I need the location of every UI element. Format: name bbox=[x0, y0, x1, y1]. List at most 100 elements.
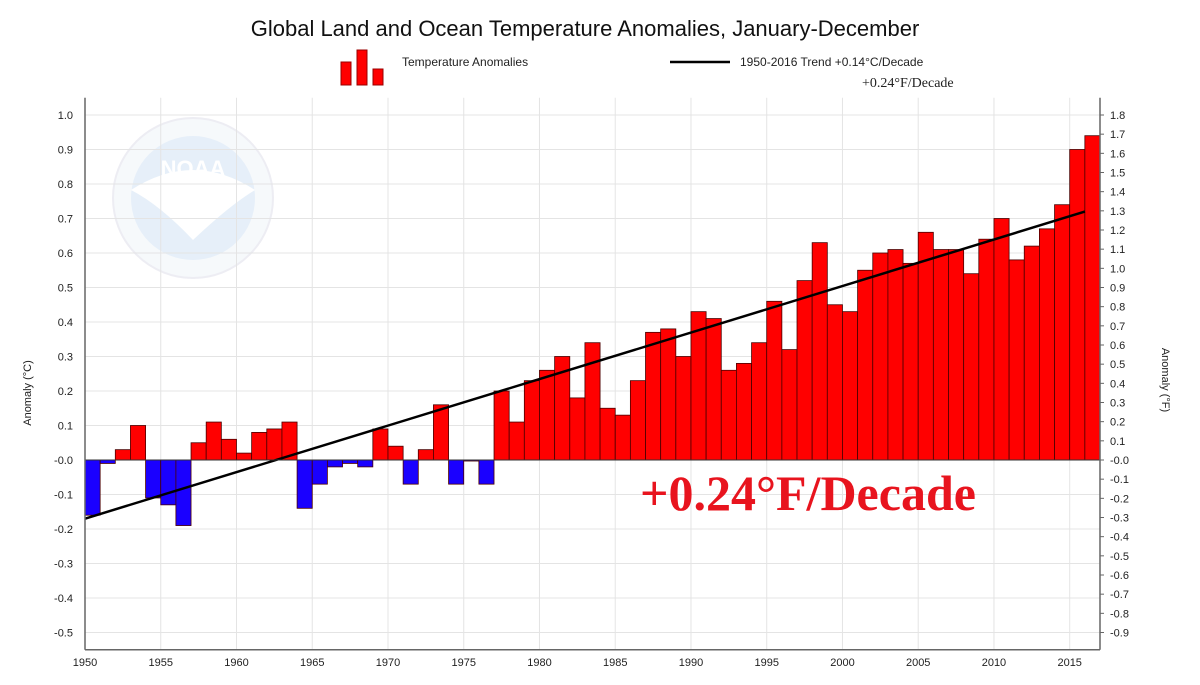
y-tick-label-right: -0.4 bbox=[1110, 532, 1129, 544]
y-tick-label-left: 0.6 bbox=[58, 248, 73, 260]
x-tick-label: 1950 bbox=[73, 657, 97, 669]
bar-1989 bbox=[675, 356, 692, 461]
bar-1999 bbox=[826, 304, 843, 461]
y-tick-label-right: -0.1 bbox=[1110, 474, 1129, 486]
bar-1969 bbox=[372, 428, 389, 461]
bar-1985 bbox=[614, 414, 631, 461]
bar-1973 bbox=[433, 404, 449, 461]
y-tick-label-right: 0.3 bbox=[1110, 398, 1125, 410]
y-tick-label-left: 0.2 bbox=[58, 386, 73, 398]
y-tick-label-left: 0.1 bbox=[58, 421, 73, 433]
legend-trend-f-label: +0.24°F/Decade bbox=[862, 76, 954, 91]
y-tick-label-right: -0.2 bbox=[1110, 493, 1129, 505]
bar-1954 bbox=[145, 459, 162, 499]
y-tick-label-left: 0.9 bbox=[58, 145, 73, 157]
bar-2003 bbox=[887, 249, 904, 461]
y-tick-label-left: -0.4 bbox=[54, 593, 73, 605]
bar-1966 bbox=[326, 459, 343, 468]
y-tick-label-left: 0.3 bbox=[58, 352, 73, 364]
bar-1976 bbox=[478, 459, 495, 485]
bar-2005 bbox=[917, 231, 934, 461]
legend: Temperature Anomalies 1950-2016 Trend +0… bbox=[340, 49, 954, 91]
y-tick-label-left: 0.5 bbox=[58, 283, 73, 295]
bar-1991 bbox=[705, 318, 722, 461]
y-tick-label-right: -0.8 bbox=[1110, 608, 1129, 620]
bar-1970 bbox=[387, 445, 404, 461]
axes: 1.0 0.9 0.8 0.7 0.6 0.5 0.4 0.3 0.2 0.1 -0.0 -0.1 -0… bbox=[54, 97, 1129, 669]
x-tick-label: 1970 bbox=[376, 657, 400, 669]
bar-2013 bbox=[1039, 228, 1055, 461]
bar-2004 bbox=[902, 262, 919, 461]
bar-1960 bbox=[236, 452, 253, 461]
y-tick-label-right: 0.5 bbox=[1110, 359, 1125, 371]
bar-2010 bbox=[993, 218, 1010, 461]
x-tick-label: 2015 bbox=[1057, 657, 1081, 669]
x-tick-label: 1990 bbox=[679, 657, 703, 669]
y-tick-label-right: -0.9 bbox=[1110, 628, 1129, 640]
bar-1986 bbox=[629, 380, 646, 461]
y-tick-label-right: 0.9 bbox=[1110, 283, 1125, 295]
bar-1998 bbox=[811, 242, 828, 461]
bar-1987 bbox=[645, 331, 662, 461]
bar-1974 bbox=[448, 459, 465, 485]
bar-1977 bbox=[493, 390, 510, 461]
bar-2008 bbox=[963, 273, 980, 461]
bar-1994 bbox=[751, 342, 768, 461]
bar-1993 bbox=[736, 362, 752, 461]
chart-title: Global Land and Ocean Temperature Anomal… bbox=[251, 16, 920, 41]
x-tick-label: 1980 bbox=[527, 657, 551, 669]
y-tick-label-right: -0.7 bbox=[1110, 589, 1129, 601]
y-tick-label-left: -0.3 bbox=[54, 559, 73, 571]
bar-1959 bbox=[220, 438, 237, 461]
x-tick-label: 2005 bbox=[906, 657, 930, 669]
y-tick-label-right: 0.6 bbox=[1110, 340, 1125, 352]
bar-1979 bbox=[523, 380, 540, 461]
bar-2001 bbox=[857, 269, 874, 461]
bar-2007 bbox=[948, 249, 965, 461]
bar-2016 bbox=[1084, 135, 1101, 461]
bar-2006 bbox=[932, 249, 949, 461]
y-tick-label-right: 1.4 bbox=[1110, 187, 1125, 199]
bar-1965 bbox=[311, 459, 328, 485]
y-tick-label-right: 0.7 bbox=[1110, 321, 1125, 333]
bar-1968 bbox=[357, 459, 374, 468]
bar-1980 bbox=[539, 369, 556, 461]
bar-1964 bbox=[296, 459, 313, 509]
y-tick-label-right: -0.6 bbox=[1110, 570, 1129, 582]
bar-1984 bbox=[599, 407, 616, 461]
y-tick-label-right: -0.5 bbox=[1110, 551, 1129, 563]
y-tick-label-right: 1.8 bbox=[1110, 110, 1125, 122]
y-tick-label-left: 0.8 bbox=[58, 179, 73, 191]
bar-1996 bbox=[781, 349, 798, 461]
bar-1972 bbox=[417, 449, 434, 461]
y-tick-label-right: 1.5 bbox=[1110, 168, 1125, 180]
bar-1995 bbox=[766, 300, 783, 461]
y-axis-label-left: Anomaly (°C) bbox=[22, 360, 34, 426]
y-tick-label-left: -0.0 bbox=[54, 455, 73, 467]
x-tick-label: 1975 bbox=[451, 657, 475, 669]
y-tick-label-right: 1.2 bbox=[1110, 225, 1125, 237]
y-tick-label-right: 1.7 bbox=[1110, 129, 1125, 141]
bar-1971 bbox=[402, 459, 419, 485]
bar-1997 bbox=[796, 280, 813, 461]
noaa-logo-text: NOAA bbox=[161, 156, 226, 181]
legend-bars-label: Temperature Anomalies bbox=[402, 55, 528, 69]
y-tick-label-right: -0.0 bbox=[1110, 455, 1129, 467]
bar-1967 bbox=[342, 459, 359, 464]
y-tick-label-left: 0.7 bbox=[58, 214, 73, 226]
y-axis-label-right: Anomaly (°F) bbox=[1159, 348, 1171, 412]
x-tick-label: 1960 bbox=[224, 657, 248, 669]
bar-2000 bbox=[842, 311, 859, 461]
y-tick-label-right: 1.1 bbox=[1110, 244, 1125, 256]
bar-1951 bbox=[99, 459, 116, 464]
bar-1988 bbox=[660, 328, 677, 461]
x-tick-label: 2000 bbox=[830, 657, 854, 669]
bar-1952 bbox=[114, 449, 131, 461]
y-tick-label-right: 0.2 bbox=[1110, 417, 1125, 429]
noaa-watermark: NOAA bbox=[112, 117, 274, 279]
bar-1956 bbox=[175, 459, 192, 526]
bar-1957 bbox=[190, 442, 207, 461]
bar-1978 bbox=[508, 421, 525, 461]
trend-line bbox=[84, 210, 1086, 520]
